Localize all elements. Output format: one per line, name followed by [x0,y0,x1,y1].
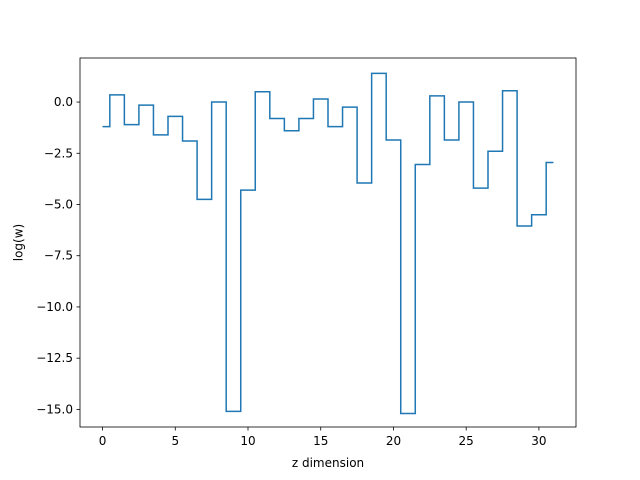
y-tick-label: −7.5 [44,249,73,263]
y-tick-label: −5.0 [44,197,73,211]
y-axis-label: log(w) [12,224,26,261]
y-tick-label: −12.5 [36,351,73,365]
x-tick-label: 5 [171,434,179,448]
x-axis-label: z dimension [292,456,364,470]
series-step-line [102,72,554,415]
y-tick-label: 0.0 [54,95,73,109]
x-tick-label: 30 [531,434,546,448]
y-tick-label: −15.0 [36,402,73,416]
y-tick-label: −2.5 [44,146,73,160]
x-axis: 0 5 10 15 20 25 30 [99,427,547,448]
x-tick-label: 10 [240,434,255,448]
x-tick-label: 15 [313,434,328,448]
y-axis: 0.0 −2.5 −5.0 −7.5 −10.0 −12.5 −15.0 [36,95,80,416]
y-tick-label: −10.0 [36,300,73,314]
plot-area [102,72,554,415]
x-tick-label: 0 [99,434,107,448]
x-tick-label: 25 [459,434,474,448]
axes-frame [79,57,577,428]
x-tick-label: 20 [386,434,401,448]
